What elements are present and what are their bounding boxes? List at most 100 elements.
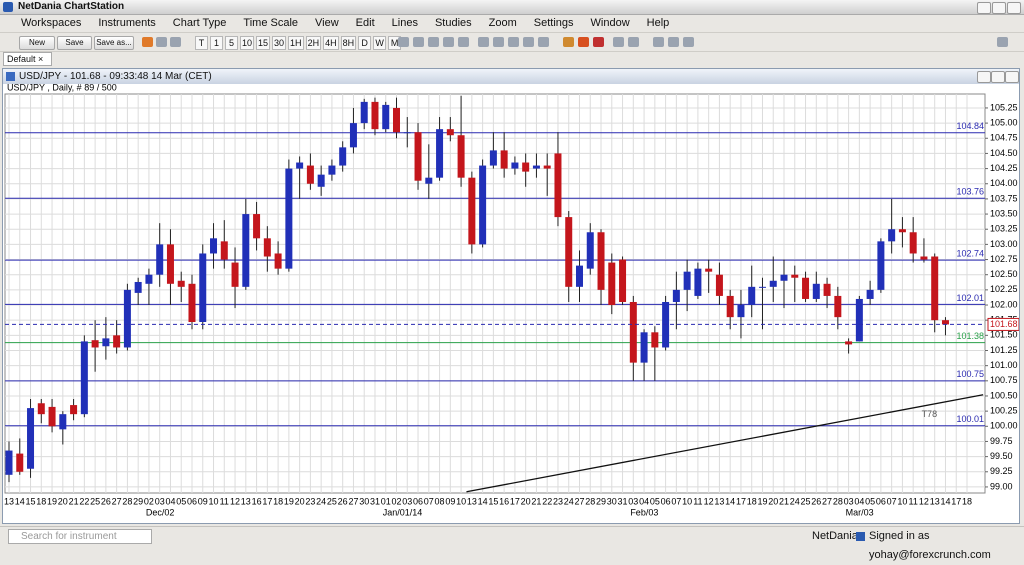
zoom-icon[interactable] (653, 37, 664, 47)
chart-icon (6, 72, 15, 81)
x-tick-label: 23 (553, 496, 563, 506)
candle-body (306, 165, 314, 184)
menu-item[interactable]: Help (646, 17, 670, 29)
tool-icon[interactable] (628, 37, 639, 47)
menu-item[interactable]: Instruments (98, 17, 156, 29)
y-tick-label: 105.00 (990, 117, 1018, 127)
candle-body (296, 162, 304, 169)
menu-item[interactable]: Studies (434, 17, 472, 29)
x-tick-label: 13 (241, 496, 251, 506)
menu-item[interactable]: Zoom (488, 17, 517, 29)
candle-body (393, 107, 401, 133)
period-button[interactable]: 10 (240, 36, 255, 50)
workspace-tab[interactable]: Default × (3, 52, 52, 66)
search-input[interactable]: Search for instrument (8, 529, 152, 544)
chart-window-title-bar: USD/JPY - 101.68 - 09:33:48 14 Mar (CET) (3, 69, 1019, 84)
y-tick-label: 105.25 (990, 102, 1018, 112)
x-tick-label: 26 (101, 496, 111, 506)
tool-icon[interactable] (508, 37, 519, 47)
x-tick-label: 28 (122, 496, 132, 506)
chart-type-icon[interactable] (142, 37, 153, 47)
x-tick-label: 09 (445, 496, 455, 506)
app-icon (3, 2, 13, 12)
menu-item[interactable]: Window (590, 17, 630, 29)
candle-body (16, 453, 24, 472)
tool-icon[interactable] (428, 37, 439, 47)
x-tick-label: 21 (779, 496, 789, 506)
y-tick-label: 101.00 (990, 360, 1018, 370)
y-tick-label: 100.25 (990, 406, 1018, 416)
x-tick-label: 05 (176, 496, 186, 506)
level-label: 102.74 (956, 249, 984, 259)
minimize-button[interactable] (977, 71, 991, 83)
chart-type-icon[interactable] (170, 37, 181, 47)
x-tick-label: 04 (639, 496, 649, 506)
x-tick-label: 25 (327, 496, 337, 506)
level-label: 100.75 (956, 369, 984, 379)
maximize-button[interactable] (992, 2, 1006, 14)
period-button[interactable]: 5 (225, 36, 238, 50)
period-button[interactable]: W (373, 36, 387, 50)
tool-icon[interactable] (478, 37, 489, 47)
candle-body (920, 256, 928, 260)
candle-body (812, 283, 820, 299)
save-as-button[interactable]: Save as... (94, 36, 134, 50)
period-button[interactable]: 1H (288, 36, 304, 50)
candle-body (285, 168, 293, 269)
period-button[interactable]: 30 (272, 36, 287, 50)
save-button[interactable]: Save (57, 36, 92, 50)
x-tick-label: 14 (478, 496, 488, 506)
tool-icon[interactable] (578, 37, 589, 47)
candle-body (145, 274, 153, 284)
new-button[interactable]: New (19, 36, 55, 50)
candle-body (199, 253, 207, 322)
period-button[interactable]: D (358, 36, 372, 50)
candle-body (554, 153, 562, 218)
zoom-icon[interactable] (683, 37, 694, 47)
x-tick-label: 03 (844, 496, 854, 506)
y-tick-label: 104.25 (990, 163, 1018, 173)
close-button[interactable] (1005, 71, 1019, 83)
period-button[interactable]: 8H (340, 36, 357, 50)
tool-icon[interactable] (538, 37, 549, 47)
tool-icon[interactable] (458, 37, 469, 47)
period-button[interactable]: 15 (256, 36, 271, 50)
menu-item[interactable]: Settings (533, 17, 574, 29)
tool-icon[interactable] (443, 37, 454, 47)
x-tick-label: 03 (402, 496, 412, 506)
tool-icon[interactable] (493, 37, 504, 47)
status-bar: Search for instrument NetDania Signed in… (0, 526, 1024, 561)
zoom-icon[interactable] (668, 37, 679, 47)
y-tick-label: 100.00 (990, 421, 1018, 431)
tool-icon[interactable] (563, 37, 574, 47)
close-button[interactable] (1007, 2, 1021, 14)
print-icon[interactable] (613, 37, 624, 47)
menu-item[interactable]: Workspaces (21, 17, 82, 29)
menu-item[interactable]: View (315, 17, 339, 29)
x-tick-label: 21 (69, 496, 79, 506)
minimize-button[interactable] (977, 2, 991, 14)
x-tick-label: 29 (596, 496, 606, 506)
tool-icon[interactable] (398, 37, 409, 47)
period-button[interactable]: 2H (305, 36, 322, 50)
tool-icon[interactable] (413, 37, 424, 47)
x-tick-label: 19 (47, 496, 57, 506)
candle-body (253, 214, 261, 239)
period-button[interactable]: 1 (210, 36, 223, 50)
candle-body (769, 280, 777, 287)
x-tick-label: 02 (144, 496, 154, 506)
period-button[interactable]: T (195, 36, 208, 50)
menu-item[interactable]: Edit (355, 17, 375, 29)
chart-type-icon[interactable] (156, 37, 167, 47)
x-tick-label: 22 (79, 496, 89, 506)
chart-window-title: USD/JPY - 101.68 - 09:33:48 14 Mar (CET) (19, 71, 212, 82)
period-button[interactable]: 4H (323, 36, 339, 50)
menu-item[interactable]: Time Scale (243, 17, 299, 29)
tool-icon[interactable] (593, 37, 604, 47)
panel-icon[interactable] (997, 37, 1008, 47)
candle-body (758, 286, 766, 288)
menu-item[interactable]: Lines (391, 17, 418, 29)
tool-icon[interactable] (523, 37, 534, 47)
menu-item[interactable]: Chart Type (172, 17, 227, 29)
maximize-button[interactable] (991, 71, 1005, 83)
